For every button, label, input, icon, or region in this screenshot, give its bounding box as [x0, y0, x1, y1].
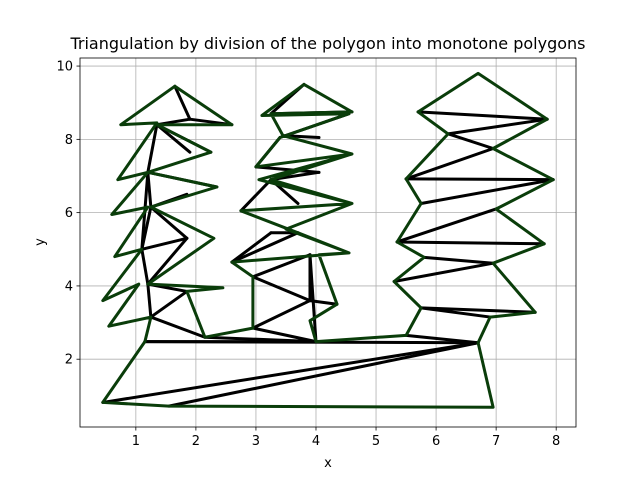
triangulation-diagonal — [230, 231, 273, 264]
axis-ticks: 1 2 3 4 5 6 7 8 2 4 6 8 10 — [56, 60, 560, 449]
triangulation-diagonal — [203, 335, 318, 344]
x-tick-label: 1 — [132, 434, 140, 449]
y-tick-label: 6 — [65, 206, 73, 221]
triangulation-diagonal — [173, 84, 192, 121]
triangulation-diagonal — [404, 147, 495, 181]
triangulation-diagonal — [404, 177, 555, 182]
x-tick-label: 8 — [552, 434, 560, 449]
triangulation-diagonal — [149, 205, 189, 240]
y-tick-label: 4 — [65, 279, 73, 294]
triangulation-diagonal — [308, 253, 318, 344]
y-tick-label: 8 — [65, 133, 73, 148]
triangulation-diagonal — [146, 282, 153, 319]
triangulation-diagonal — [392, 261, 495, 284]
triangulation-diagonal — [251, 326, 318, 344]
x-tick-label: 2 — [192, 434, 200, 449]
triangulation-diagonal — [446, 117, 549, 136]
y-axis-label: y — [33, 238, 48, 246]
triangulation-diagonal — [167, 341, 480, 408]
chart-title: Triangulation by division of the polygon… — [69, 34, 585, 53]
x-tick-label: 6 — [432, 434, 440, 449]
triangulation-diagonal — [395, 207, 498, 244]
triangulation-diagonal — [419, 306, 537, 314]
x-tick-label: 5 — [372, 434, 380, 449]
x-axis-label: x — [324, 456, 332, 471]
triangulation-diagonal — [446, 132, 495, 151]
polygon-outline — [101, 71, 555, 409]
triangulation-diagonal — [140, 247, 150, 286]
triangulation-diagonal — [149, 289, 189, 319]
triangulation-diagonal — [251, 275, 312, 303]
triangulation-diagonal — [155, 123, 192, 154]
y-tick-label: 2 — [65, 353, 73, 368]
triangulation-diagonal — [416, 110, 549, 121]
triangulation-diagonal — [146, 123, 159, 174]
triangulation-diagonal — [419, 178, 555, 205]
triangulation-diagonal — [239, 178, 273, 213]
axes-frame — [79, 57, 577, 428]
triangulation-diagonal — [149, 315, 207, 339]
triangulation-diagonal — [230, 231, 300, 264]
triangulation-edges — [101, 71, 555, 409]
triangulation-diagonal — [422, 255, 495, 265]
x-tick-label: 4 — [312, 434, 320, 449]
triangulation-diagonal — [101, 341, 480, 404]
y-tick-label: 10 — [56, 60, 73, 75]
triangulation-diagonal — [146, 236, 189, 286]
triangulation-diagonal — [140, 236, 189, 251]
triangulation-diagonal — [251, 299, 312, 330]
x-tick-label: 7 — [492, 434, 500, 449]
x-tick-label: 3 — [252, 434, 260, 449]
triangulation-diagonal — [395, 240, 546, 246]
triangulation-diagonal — [254, 165, 321, 174]
triangulation-diagonal — [251, 253, 312, 279]
triangulation-diagonal — [404, 333, 480, 345]
